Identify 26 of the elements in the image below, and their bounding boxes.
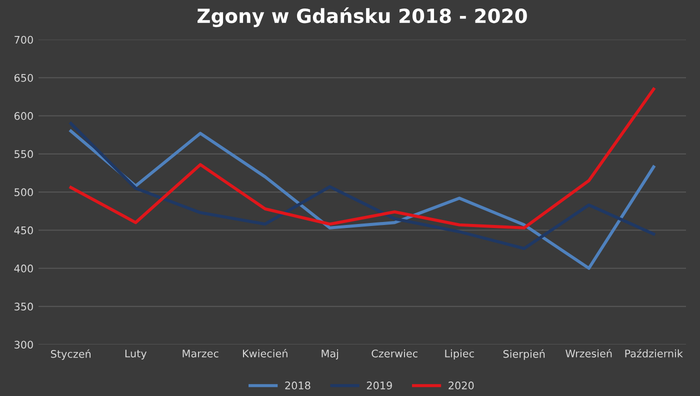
- y-tick-label: 650: [14, 74, 33, 82]
- y-tick-label: 600: [14, 112, 33, 120]
- x-tick-label: Kwiecień: [243, 348, 288, 358]
- x-tick-label: Maj: [322, 349, 338, 360]
- line-series: [69, 88, 656, 230]
- x-tick-label: Czerwiec: [372, 349, 418, 358]
- y-tick-label: 350: [14, 302, 33, 311]
- y-tick-label: 500: [14, 188, 33, 196]
- chart-title: Zgony w Gdańsku 2018 - 2020: [198, 7, 527, 28]
- x-tick-label: Wrzesień: [566, 348, 612, 358]
- legend-label: 2020: [448, 382, 474, 390]
- y-tick-label: 700: [14, 36, 33, 44]
- line-series: [69, 130, 656, 270]
- x-tick-label: Sierpień: [503, 349, 545, 360]
- line-series: [69, 122, 656, 250]
- x-tick-label: Styczeń: [51, 349, 91, 360]
- y-tick-label: 400: [14, 264, 33, 272]
- x-tick-label: Marzec: [182, 350, 218, 358]
- x-tick-label: Lipiec: [445, 349, 474, 360]
- y-tick-label: 300: [14, 340, 33, 349]
- y-tick-label: 550: [14, 150, 33, 158]
- legend-label: 2019: [366, 382, 392, 390]
- x-tick-label: Luty: [125, 350, 147, 360]
- x-tick-label: Październik: [625, 348, 683, 358]
- legend-label: 2018: [285, 382, 310, 390]
- y-tick-label: 450: [14, 226, 33, 234]
